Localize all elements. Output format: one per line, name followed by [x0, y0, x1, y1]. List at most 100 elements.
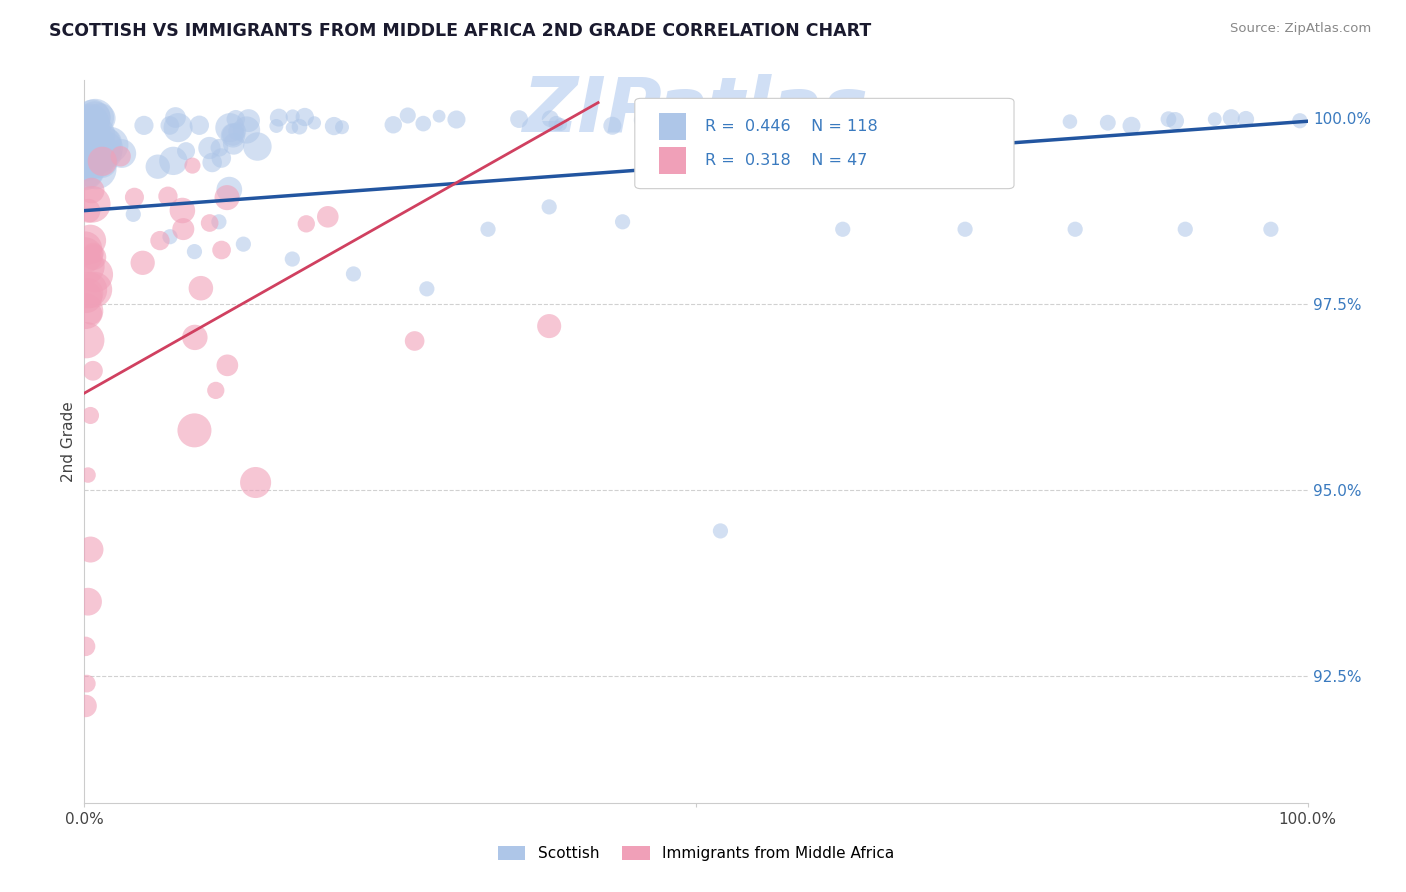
- Point: [215, 191, 238, 205]
- Point: [79, 139, 101, 153]
- Point: [747, 152, 769, 166]
- Y-axis label: 2nd Grade: 2nd Grade: [60, 401, 76, 482]
- Point: [90, 154, 112, 169]
- Point: [1164, 114, 1187, 128]
- Point: [79, 124, 101, 138]
- Point: [538, 112, 561, 126]
- Point: [131, 256, 153, 270]
- Point: [190, 281, 212, 295]
- Point: [77, 286, 100, 301]
- Point: [226, 124, 249, 138]
- Point: [82, 364, 104, 378]
- Point: [538, 200, 561, 214]
- Point: [734, 110, 756, 124]
- Point: [75, 304, 97, 318]
- Point: [281, 110, 304, 124]
- Point: [162, 153, 184, 168]
- Point: [700, 114, 723, 128]
- Point: [546, 116, 568, 130]
- Point: [870, 109, 893, 123]
- Point: [83, 153, 105, 167]
- Point: [183, 423, 205, 437]
- Point: [201, 155, 224, 169]
- Point: [211, 243, 233, 257]
- Point: [84, 268, 107, 282]
- Point: [232, 237, 254, 252]
- Point: [82, 246, 104, 260]
- Point: [84, 133, 107, 147]
- Point: [1204, 112, 1226, 127]
- Point: [316, 210, 339, 224]
- Point: [209, 151, 232, 165]
- Point: [84, 141, 107, 155]
- Point: [83, 250, 105, 264]
- Point: [799, 110, 821, 124]
- Point: [75, 290, 97, 304]
- Point: [295, 217, 318, 231]
- Point: [890, 116, 912, 130]
- Point: [382, 118, 405, 132]
- Point: [159, 119, 181, 133]
- Point: [208, 215, 231, 229]
- Point: [222, 128, 245, 142]
- Point: [1260, 222, 1282, 236]
- Point: [267, 111, 290, 125]
- Point: [98, 138, 121, 153]
- Point: [75, 640, 97, 654]
- Point: [831, 222, 853, 236]
- Point: [86, 162, 108, 177]
- Point: [602, 119, 624, 133]
- Point: [97, 135, 120, 149]
- Point: [91, 154, 114, 169]
- Point: [404, 334, 426, 348]
- Point: [183, 244, 205, 259]
- Text: SCOTTISH VS IMMIGRANTS FROM MIDDLE AFRICA 2ND GRADE CORRELATION CHART: SCOTTISH VS IMMIGRANTS FROM MIDDLE AFRIC…: [49, 22, 872, 40]
- Point: [96, 141, 118, 155]
- Point: [84, 128, 107, 142]
- Text: R =  0.318    N = 47: R = 0.318 N = 47: [704, 153, 868, 168]
- Point: [132, 119, 155, 133]
- Text: ZIPatlas: ZIPatlas: [523, 74, 869, 147]
- Point: [122, 207, 145, 221]
- Point: [188, 118, 211, 132]
- Point: [266, 119, 288, 133]
- Point: [80, 135, 103, 149]
- Point: [82, 197, 104, 211]
- Point: [246, 139, 269, 153]
- Point: [181, 159, 204, 173]
- Point: [76, 676, 98, 690]
- Point: [208, 141, 231, 155]
- Point: [111, 146, 134, 161]
- Point: [75, 698, 97, 713]
- Point: [631, 113, 654, 128]
- Point: [77, 595, 100, 609]
- Point: [75, 333, 97, 347]
- Point: [1059, 114, 1081, 128]
- Point: [446, 112, 468, 127]
- Point: [165, 111, 187, 125]
- Point: [709, 524, 731, 538]
- Point: [294, 110, 316, 124]
- Point: [1288, 113, 1310, 128]
- Point: [79, 409, 101, 423]
- Point: [75, 142, 97, 156]
- Point: [235, 123, 257, 137]
- Point: [323, 119, 346, 133]
- Point: [225, 112, 247, 127]
- Point: [218, 120, 240, 135]
- Point: [80, 115, 103, 129]
- Point: [1064, 222, 1087, 236]
- Point: [83, 111, 105, 125]
- Point: [83, 283, 105, 297]
- Point: [80, 158, 103, 172]
- Point: [281, 252, 304, 266]
- Point: [149, 234, 172, 248]
- Point: [76, 260, 98, 274]
- Point: [89, 148, 111, 162]
- Point: [813, 112, 835, 126]
- Point: [159, 229, 181, 244]
- Point: [281, 120, 304, 135]
- Point: [77, 145, 100, 159]
- Legend: Scottish, Immigrants from Middle Africa: Scottish, Immigrants from Middle Africa: [492, 839, 900, 867]
- Point: [1220, 111, 1243, 125]
